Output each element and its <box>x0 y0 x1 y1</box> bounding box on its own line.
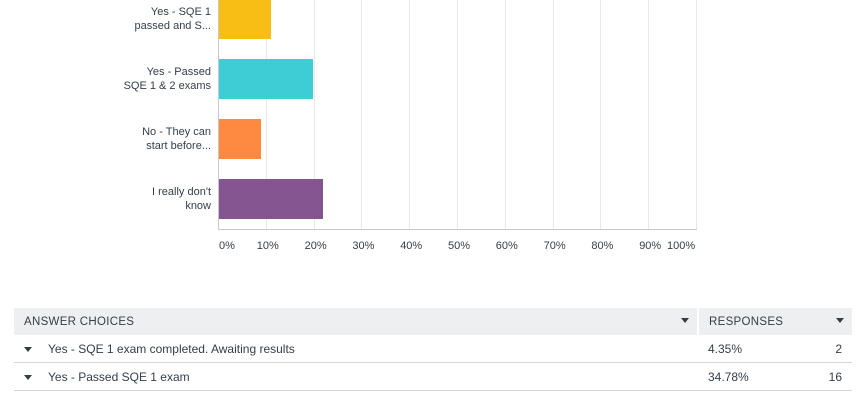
answer-choice-text: Yes - Passed SQE 1 exam <box>48 369 190 384</box>
gridline <box>313 0 315 229</box>
gridline <box>457 0 458 229</box>
gridline <box>409 0 411 229</box>
category-label: No - They can start before... <box>142 126 211 152</box>
x-tick-label: 40% <box>400 240 423 252</box>
sort-choices-caret-icon[interactable] <box>681 318 689 323</box>
response-percent: 34.78% <box>698 362 798 391</box>
responses-header-label: RESPONSES <box>709 315 784 328</box>
gridline <box>361 0 363 229</box>
answer-choice-cell: Yes - SQE 1 exam completed. Awaiting res… <box>14 335 698 363</box>
bar[interactable] <box>219 59 313 99</box>
x-tick-label: 80% <box>591 240 614 252</box>
responses-header[interactable]: RESPONSES <box>698 308 852 335</box>
x-tick-label: 20% <box>304 240 327 252</box>
expand-row-caret-icon[interactable] <box>24 346 32 352</box>
table-row: Yes - Passed SQE 1 exam 34.78% 16 <box>14 362 852 391</box>
bar[interactable] <box>219 119 261 159</box>
gridline <box>600 0 602 229</box>
y-axis-line <box>218 0 219 229</box>
answer-choice-text: Yes - SQE 1 exam completed. Awaiting res… <box>48 341 295 356</box>
category-label: I really don't know <box>152 186 211 212</box>
answer-choices-table: ANSWER CHOICES RESPONSES Yes - SQE 1 exa… <box>14 308 852 391</box>
category-label: Yes - Passed SQE 1 & 2 exams <box>123 66 211 92</box>
table-header-row: ANSWER CHOICES RESPONSES <box>14 308 852 335</box>
x-tick-label: 0% <box>219 240 235 252</box>
x-tick-label: 30% <box>352 240 375 252</box>
answer-choice-cell: Yes - Passed SQE 1 exam <box>14 362 698 391</box>
x-tick-label: 90% <box>639 240 662 252</box>
gridline <box>648 0 650 229</box>
x-tick-label: 10% <box>256 240 279 252</box>
table-row: Yes - SQE 1 exam completed. Awaiting res… <box>14 335 852 363</box>
category-label: Yes - SQE 1 passed and S... <box>134 6 211 32</box>
response-count: 2 <box>798 335 852 363</box>
gridline <box>265 0 267 229</box>
x-tick-label: 70% <box>543 240 566 252</box>
answer-choices-header[interactable]: ANSWER CHOICES <box>14 308 699 335</box>
gridline <box>552 0 554 229</box>
bar-chart: Yes - SQE 1 passed and S... Yes - Passed SQ… <box>123 0 697 252</box>
x-tick-label: 50% <box>448 240 471 252</box>
response-count: 16 <box>798 362 852 391</box>
bar[interactable] <box>219 179 323 219</box>
expand-row-caret-icon[interactable] <box>24 374 32 380</box>
x-tick-label: 60% <box>495 240 518 252</box>
x-tick-label: 100% <box>667 240 696 252</box>
bar[interactable] <box>219 0 272 39</box>
answer-choices-header-label: ANSWER CHOICES <box>24 315 135 328</box>
x-axis-line <box>218 229 697 230</box>
response-percent: 4.35% <box>698 335 798 363</box>
gridline <box>504 0 506 229</box>
sort-responses-caret-icon[interactable] <box>836 318 844 323</box>
gridline <box>696 0 697 229</box>
